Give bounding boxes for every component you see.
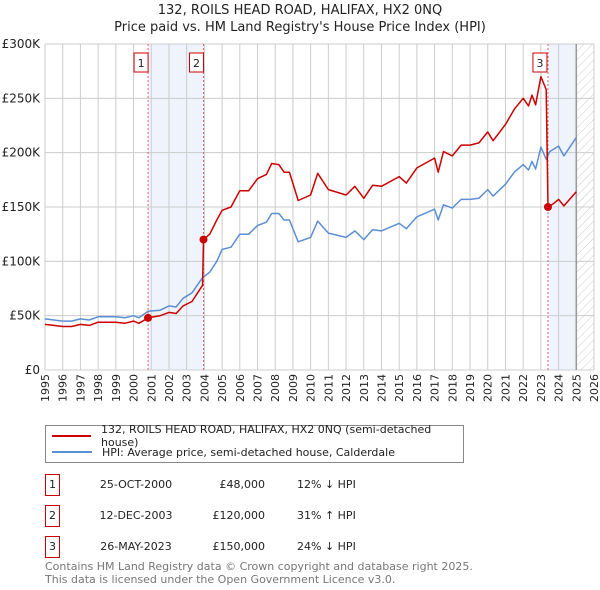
- sale-marker-box: [189, 52, 205, 73]
- transaction-date: 12-DEC-2003: [99, 509, 173, 522]
- transaction-price: £150,000: [212, 540, 266, 553]
- x-tick-label: 1996: [57, 374, 70, 402]
- sale-point: [144, 313, 153, 322]
- transaction-date: 25-OCT-2000: [99, 478, 173, 491]
- legend: 132, ROILS HEAD ROAD, HALIFAX, HX2 0NQ (…: [45, 423, 464, 463]
- hpi-line: [44, 136, 577, 322]
- y-tick-label: £200K: [2, 146, 42, 160]
- x-tick-label: 2008: [269, 374, 282, 402]
- x-tick-label: 2025: [570, 374, 583, 402]
- x-tick-label: 2001: [145, 374, 158, 402]
- x-tick-label: 1999: [110, 374, 123, 402]
- x-tick-label: 2005: [216, 374, 229, 402]
- sale-marker-box: [133, 52, 149, 73]
- footer-licence: This data is licensed under the Open Gov…: [45, 573, 396, 586]
- transaction-row: 2 12-DEC-2003 £120,000 31% ↑ HPI: [45, 505, 465, 527]
- sale-marker-box: [532, 52, 548, 73]
- property-price-line: [44, 75, 577, 328]
- legend-label: 132, ROILS HEAD ROAD, HALIFAX, HX2 0NQ (…: [101, 423, 432, 449]
- legend-label: HPI: Average price, semi-detached house,…: [102, 445, 395, 459]
- legend-item-property: 132, ROILS HEAD ROAD, HALIFAX, HX2 0NQ (…: [52, 423, 463, 449]
- transaction-price: £120,000: [212, 509, 266, 522]
- x-tick-label: 2018: [446, 374, 459, 402]
- x-tick-label: 2016: [411, 374, 424, 402]
- transaction-hpi-diff: 31% ↑ HPI: [297, 509, 356, 522]
- x-tick-label: 2000: [128, 374, 141, 402]
- sale-point: [543, 202, 552, 211]
- sale-marker-label: 3: [536, 57, 543, 70]
- x-tick-label: 1995: [39, 374, 52, 402]
- price-chart: 1995 1996 1997 1998 1999 2000 2001 2002 2003 2004…: [2, 37, 600, 402]
- transaction-hpi-diff: 24% ↓ HPI: [297, 540, 356, 553]
- x-tick-label: 2014: [375, 374, 388, 402]
- transaction-row: 1 25-OCT-2000 £48,000 12% ↓ HPI: [45, 474, 465, 496]
- x-tick-label: 2006: [234, 374, 247, 402]
- y-tick-label: £100K: [2, 254, 42, 268]
- x-tick-label: 2023: [535, 374, 548, 402]
- x-tick-label: 2024: [553, 374, 566, 402]
- sale-marker-label: 2: [193, 57, 200, 70]
- transaction-date: 26-MAY-2023: [100, 540, 172, 553]
- x-tick-label: 2012: [340, 374, 353, 402]
- x-tick-label: 1997: [74, 374, 87, 402]
- x-tick-label: 2003: [181, 374, 194, 402]
- y-tick-label: £250K: [2, 91, 42, 105]
- footer-copyright: Contains HM Land Registry data © Crown c…: [45, 560, 473, 573]
- x-tick-label: 1998: [92, 374, 105, 402]
- x-tick-label: 2009: [287, 374, 300, 402]
- x-tick-label: 2004: [198, 374, 211, 402]
- transaction-marker: 1: [45, 474, 60, 496]
- x-tick-label: 2011: [322, 374, 335, 402]
- y-tick-label: £300K: [2, 37, 42, 51]
- blue-line-swatch: [52, 451, 92, 453]
- x-tick-label: 2015: [393, 374, 406, 402]
- x-tick-label: 2017: [429, 374, 442, 402]
- legend-item-hpi: HPI: Average price, semi-detached house,…: [52, 444, 395, 460]
- x-tick-label: 2026: [588, 374, 600, 402]
- transaction-row: 3 26-MAY-2023 £150,000 24% ↓ HPI: [45, 536, 465, 558]
- x-tick-label: 2019: [464, 374, 477, 402]
- x-tick-label: 2007: [252, 374, 265, 402]
- sale-marker-label: 1: [138, 57, 145, 70]
- y-tick-label: £50K: [9, 309, 41, 323]
- x-tick-label: 2022: [517, 374, 530, 402]
- x-tick-label: 2002: [163, 374, 176, 402]
- transaction-hpi-diff: 12% ↓ HPI: [297, 478, 356, 491]
- transaction-marker: 2: [45, 505, 60, 527]
- chart-subtitle: Price paid vs. HM Land Registry's House …: [114, 20, 486, 35]
- x-tick-label: 2020: [482, 374, 495, 402]
- x-tick-label: 2010: [305, 374, 318, 402]
- x-tick-label: 2013: [358, 374, 371, 402]
- transaction-marker: 3: [45, 536, 60, 558]
- red-line-swatch: [52, 435, 91, 437]
- y-tick-label: £0: [25, 363, 40, 377]
- chart-title: 132, ROILS HEAD ROAD, HALIFAX, HX2 0NQ: [157, 3, 443, 18]
- transaction-price: £48,000: [219, 478, 266, 491]
- sale-point: [199, 235, 208, 244]
- x-tick-label: 2021: [499, 374, 512, 402]
- y-tick-label: £150K: [2, 200, 42, 214]
